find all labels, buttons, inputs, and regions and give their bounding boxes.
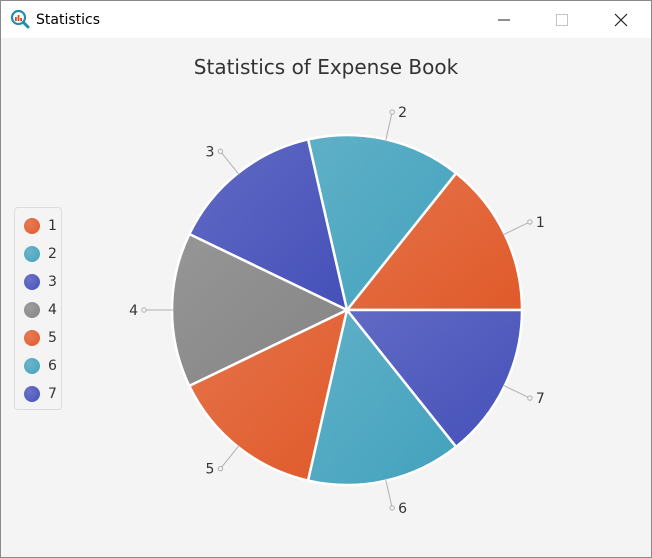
slice-label-7: 7 — [536, 391, 545, 407]
minimize-button[interactable] — [475, 1, 533, 38]
chart-magnifier-icon — [10, 9, 30, 29]
slice-label-dot-3 — [217, 148, 224, 154]
legend-label: 1 — [48, 218, 57, 234]
legend-label: 4 — [48, 302, 57, 318]
slice-label-6: 6 — [398, 501, 407, 517]
maximize-icon — [556, 13, 568, 26]
legend-label: 6 — [48, 358, 57, 374]
close-icon — [614, 13, 628, 26]
slice-label-1: 1 — [536, 215, 545, 231]
chart-title: Statistics of Expense Book — [193, 55, 459, 79]
legend-label: 2 — [48, 246, 57, 262]
title-bar: Statistics — [1, 1, 651, 38]
maximize-button[interactable] — [533, 1, 591, 38]
slice-label-dot-2 — [389, 109, 395, 115]
close-button[interactable] — [592, 1, 650, 38]
legend-swatch — [24, 330, 40, 346]
chart-legend: 1 2 3 4 5 6 7 — [14, 207, 62, 410]
legend-label: 5 — [48, 330, 57, 346]
slice-label-dot-7 — [527, 395, 533, 401]
legend-item-4: 4 — [24, 300, 60, 320]
legend-item-2: 2 — [24, 244, 60, 264]
slice-label-line-5 — [220, 444, 240, 470]
legend-label: 7 — [48, 386, 57, 402]
slice-label-line-3 — [220, 150, 240, 176]
slice-label-line-6 — [385, 478, 393, 509]
legend-swatch — [24, 302, 40, 318]
slice-label-dot-5 — [217, 466, 224, 472]
slice-label-dot-1 — [527, 219, 533, 225]
legend-item-7: 7 — [24, 384, 60, 404]
legend-item-5: 5 — [24, 328, 60, 348]
slice-label-3: 3 — [206, 144, 215, 160]
legend-item-6: 6 — [24, 356, 60, 376]
legend-swatch — [24, 274, 40, 290]
slice-label-4: 4 — [129, 303, 138, 319]
legend-swatch — [24, 218, 40, 234]
slice-label-dot-4 — [141, 307, 147, 313]
slice-label-dot-6 — [389, 505, 395, 511]
slice-label-5: 5 — [206, 462, 215, 478]
slice-label-2: 2 — [398, 105, 407, 121]
window-title: Statistics — [36, 12, 100, 28]
legend-item-3: 3 — [24, 272, 60, 292]
legend-swatch — [24, 246, 40, 262]
minimize-icon — [498, 19, 510, 20]
slice-label-line-2 — [385, 111, 393, 142]
slice-label-line-7 — [502, 384, 531, 399]
legend-swatch — [24, 358, 40, 374]
slice-label-line-1 — [502, 221, 531, 236]
legend-item-1: 1 — [24, 216, 60, 236]
legend-label: 3 — [48, 274, 57, 290]
legend-swatch — [24, 386, 40, 402]
